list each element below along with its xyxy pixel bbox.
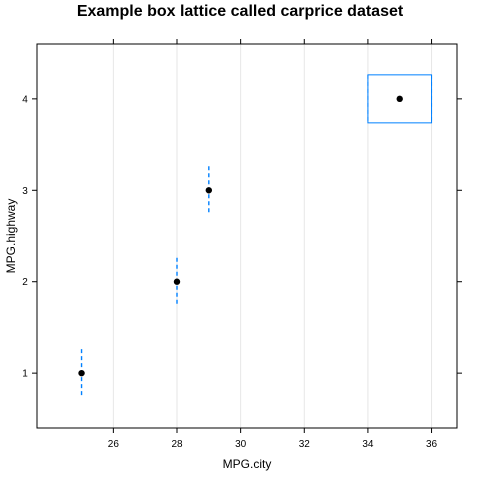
grid-layer: [112, 44, 433, 428]
y-tick-label: 4: [22, 94, 28, 105]
y-tick-label: 1: [22, 369, 28, 380]
box-4: [367, 74, 433, 124]
box-1: [78, 349, 85, 398]
median-dot: [205, 187, 213, 194]
panel-frame: [36, 43, 458, 429]
x-tick-label: 28: [171, 439, 183, 450]
box-3: [205, 166, 213, 215]
median-dot: [173, 278, 181, 285]
x-tick-label: 30: [235, 439, 247, 450]
y-tick-label: 3: [22, 186, 28, 197]
box-layer: [78, 74, 433, 398]
x-tick-label: 34: [362, 439, 374, 450]
x-axis-title: MPG.city: [223, 457, 272, 471]
median-dot: [396, 95, 403, 103]
chart-title: Example box lattice called carprice data…: [76, 3, 404, 20]
x-tick-label: 32: [299, 439, 311, 450]
x-tick-label: 26: [108, 439, 120, 450]
x-tick-label: 36: [426, 439, 438, 450]
y-axis-title: MPG.highway: [4, 199, 18, 274]
median-dot: [78, 369, 85, 377]
y-tick-label: 2: [22, 277, 28, 288]
box-2: [173, 257, 181, 306]
